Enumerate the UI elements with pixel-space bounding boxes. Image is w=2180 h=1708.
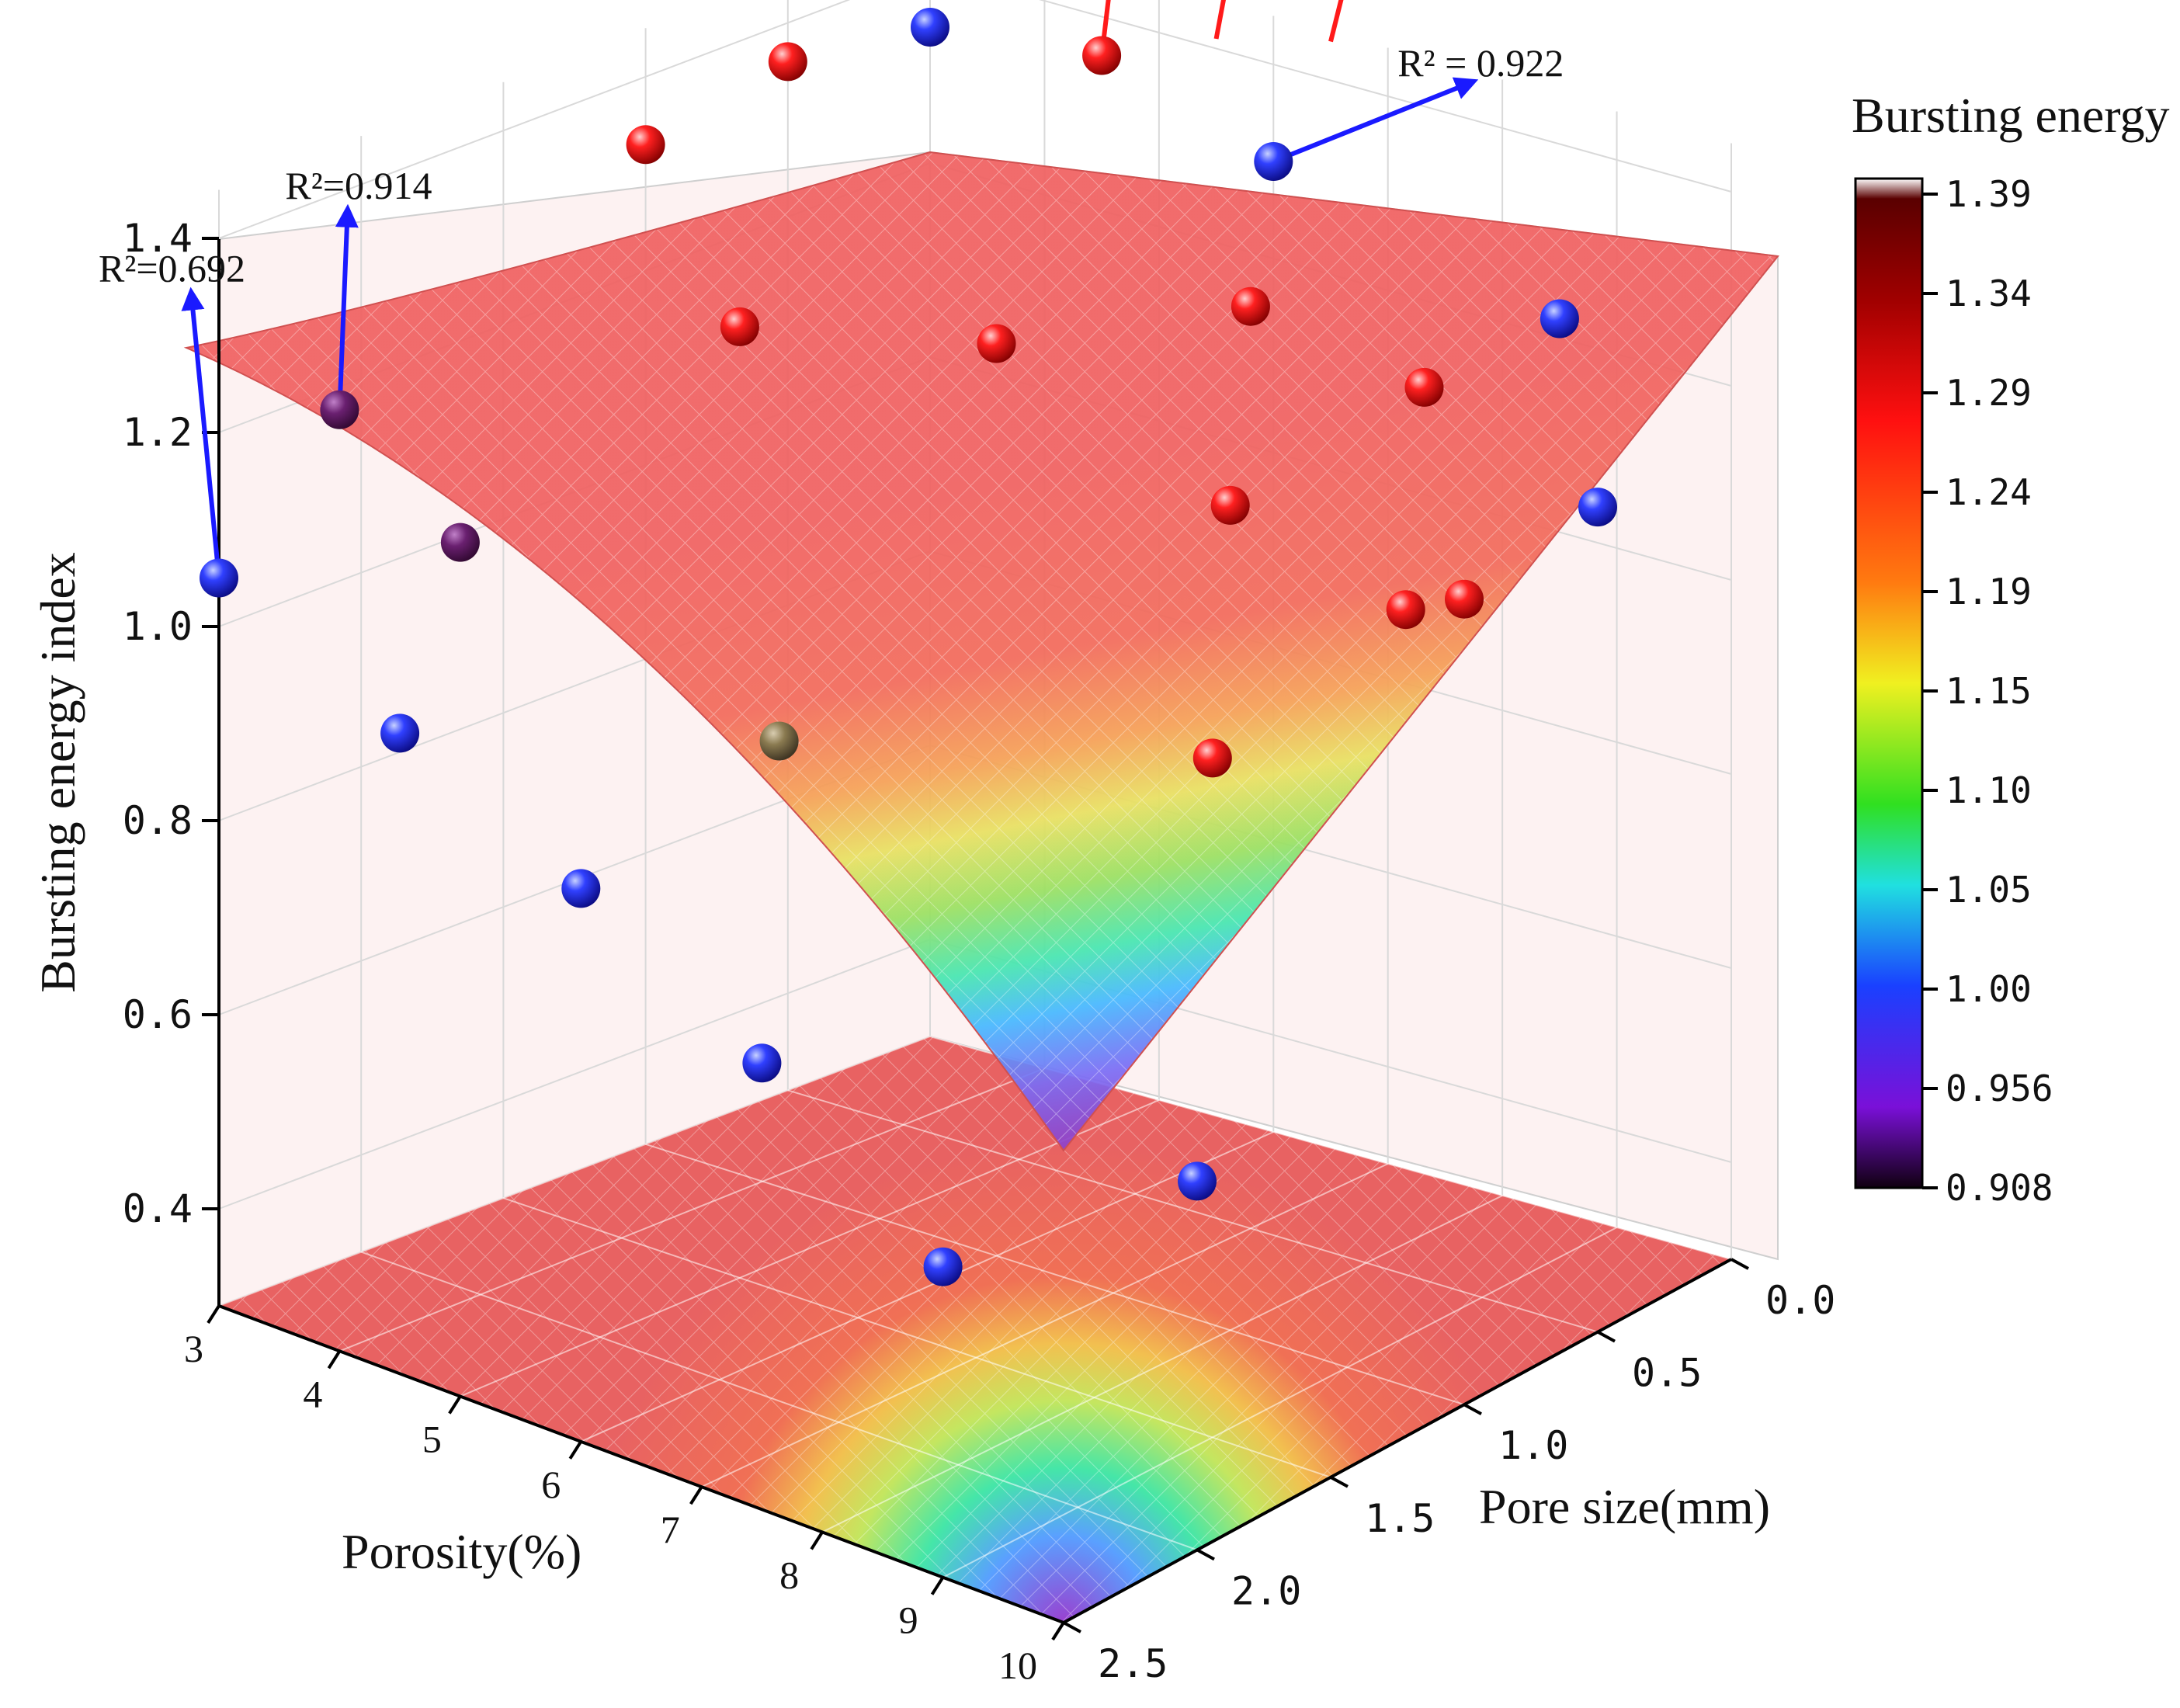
fit-labels: R²=0.692R²=0.914R²=0.952R²=0.947R²=0.935… [99,41,1564,290]
x-axis-ticks: 3 4 5 6 7 8 9 10 [184,1304,1065,1687]
colorbar-tick-label: 1.00 [1946,968,2032,1010]
colorbar-tick-label: 1.34 [1946,273,2032,314]
x-tick-mark [810,1531,824,1550]
y-tick-label: 0.5 [1632,1351,1702,1396]
y-tick-mark [1463,1403,1482,1415]
x-tick-label: 9 [899,1599,918,1642]
data-point [1254,142,1293,181]
x-axis-title: Porosity(%) [342,1524,581,1579]
y-tick-label: 1.5 [1365,1496,1435,1541]
z-tick-label: 0.4 [123,1186,193,1231]
data-point [1578,488,1617,527]
x-tick-mark [1051,1621,1065,1641]
data-point [561,869,601,908]
data-point [768,42,807,82]
colorbar-tick-label: 1.29 [1946,372,2032,414]
axes [217,239,1732,1624]
y-tick-label: 1.0 [1498,1423,1568,1468]
colorbar-tick-label: 1.10 [1946,769,2032,811]
fit-arrow [1272,77,1479,164]
x-tick-mark [568,1440,582,1460]
data-point [1386,590,1425,630]
z-tick-label: 1.4 [123,216,193,261]
data-point [1404,367,1444,407]
colorbar-tick-label: 1.24 [1946,471,2032,513]
x-tick-mark [930,1576,945,1595]
y-tick-mark [1063,1621,1081,1633]
x-tick-label: 5 [422,1418,442,1461]
data-point [720,307,759,346]
data-point [1178,1161,1217,1201]
x-tick-label: 4 [303,1372,322,1415]
colorbar-tick-label: 1.15 [1946,670,2032,712]
data-point [1210,485,1250,525]
y-tick-label: 2.0 [1231,1568,1301,1613]
fit-arrows [181,0,1479,578]
data-point [1540,299,1579,338]
data-point [742,1043,782,1083]
z-tick-label: 1.2 [123,410,193,455]
z-axis-ticks: 0.4 0.6 0.8 1.0 1.2 1.4 [123,216,219,1231]
x-tick-label: 7 [661,1508,680,1551]
colorbar-tick-label: 0.956 [1946,1068,2053,1109]
x-axis-line [218,1304,1064,1624]
z-axis-title: Bursting energy index [30,552,85,993]
y-tick-mark [1330,1476,1349,1488]
colorbar-gradient [1854,177,1924,1189]
data-point [1445,579,1484,619]
data-points [200,8,1617,1286]
fit-label: R² = 0.922 [1397,41,1564,85]
colorbar-ticks: 1.39 1.34 1.29 1.24 1.19 1.15 1.10 1.05 1.00 0.95… [1922,173,2053,1209]
data-point [626,125,665,165]
y-tick-mark [1597,1330,1616,1343]
data-point [440,522,480,562]
data-point [977,324,1016,363]
fit-arrow [1099,0,1111,56]
colorbar: Bursting energy index 1.391.341.291.241.… [1852,88,2180,1209]
fit-arrow [335,203,359,410]
colorbar-tick-label: 0.908 [1946,1167,2053,1209]
data-point [1231,286,1270,326]
x-tick-mark [207,1304,220,1324]
data-point [1082,36,1122,75]
y-axis-ticks: 0.0 0.5 1.0 1.5 2.0 2.5 [1063,1258,1835,1686]
fit-arrow [1213,0,1226,40]
y-axis-title: Pore size(mm) [1479,1479,1770,1534]
fitted-surface [183,151,1779,1152]
fit-arrow [1328,0,1344,43]
data-point [1192,738,1232,778]
x-tick-mark [689,1486,703,1505]
y-tick-label: 0.0 [1765,1278,1835,1323]
data-point [320,390,359,429]
y-tick-mark [1196,1548,1215,1561]
x-tick-label: 6 [541,1463,561,1506]
colorbar-tick-label: 1.19 [1946,571,2032,613]
fit-label: R²=0.914 [285,164,432,207]
y-axis-line [1063,1258,1732,1624]
fit-arrow [181,286,221,578]
y-tick-mark [1730,1258,1749,1270]
z-tick-label: 1.0 [123,604,193,649]
data-point [911,8,949,47]
fit-label: R²=0.692 [99,247,245,290]
x-tick-mark [327,1350,342,1370]
data-point [380,713,420,753]
y-tick-label: 2.5 [1098,1641,1168,1686]
x-tick-label: 10 [998,1644,1037,1687]
z-tick-label: 0.6 [123,992,193,1037]
colorbar-tick-label: 1.39 [1946,173,2032,215]
colorbar-title: Bursting energy index [1852,88,2180,143]
data-point [200,558,238,598]
data-point [923,1247,963,1286]
x-tick-label: 3 [184,1327,203,1370]
x-tick-label: 8 [779,1553,799,1596]
z-tick-label: 0.8 [123,798,193,843]
colorbar-tick-label: 1.05 [1946,869,2032,911]
data-point [759,721,799,761]
x-tick-mark [448,1395,462,1415]
